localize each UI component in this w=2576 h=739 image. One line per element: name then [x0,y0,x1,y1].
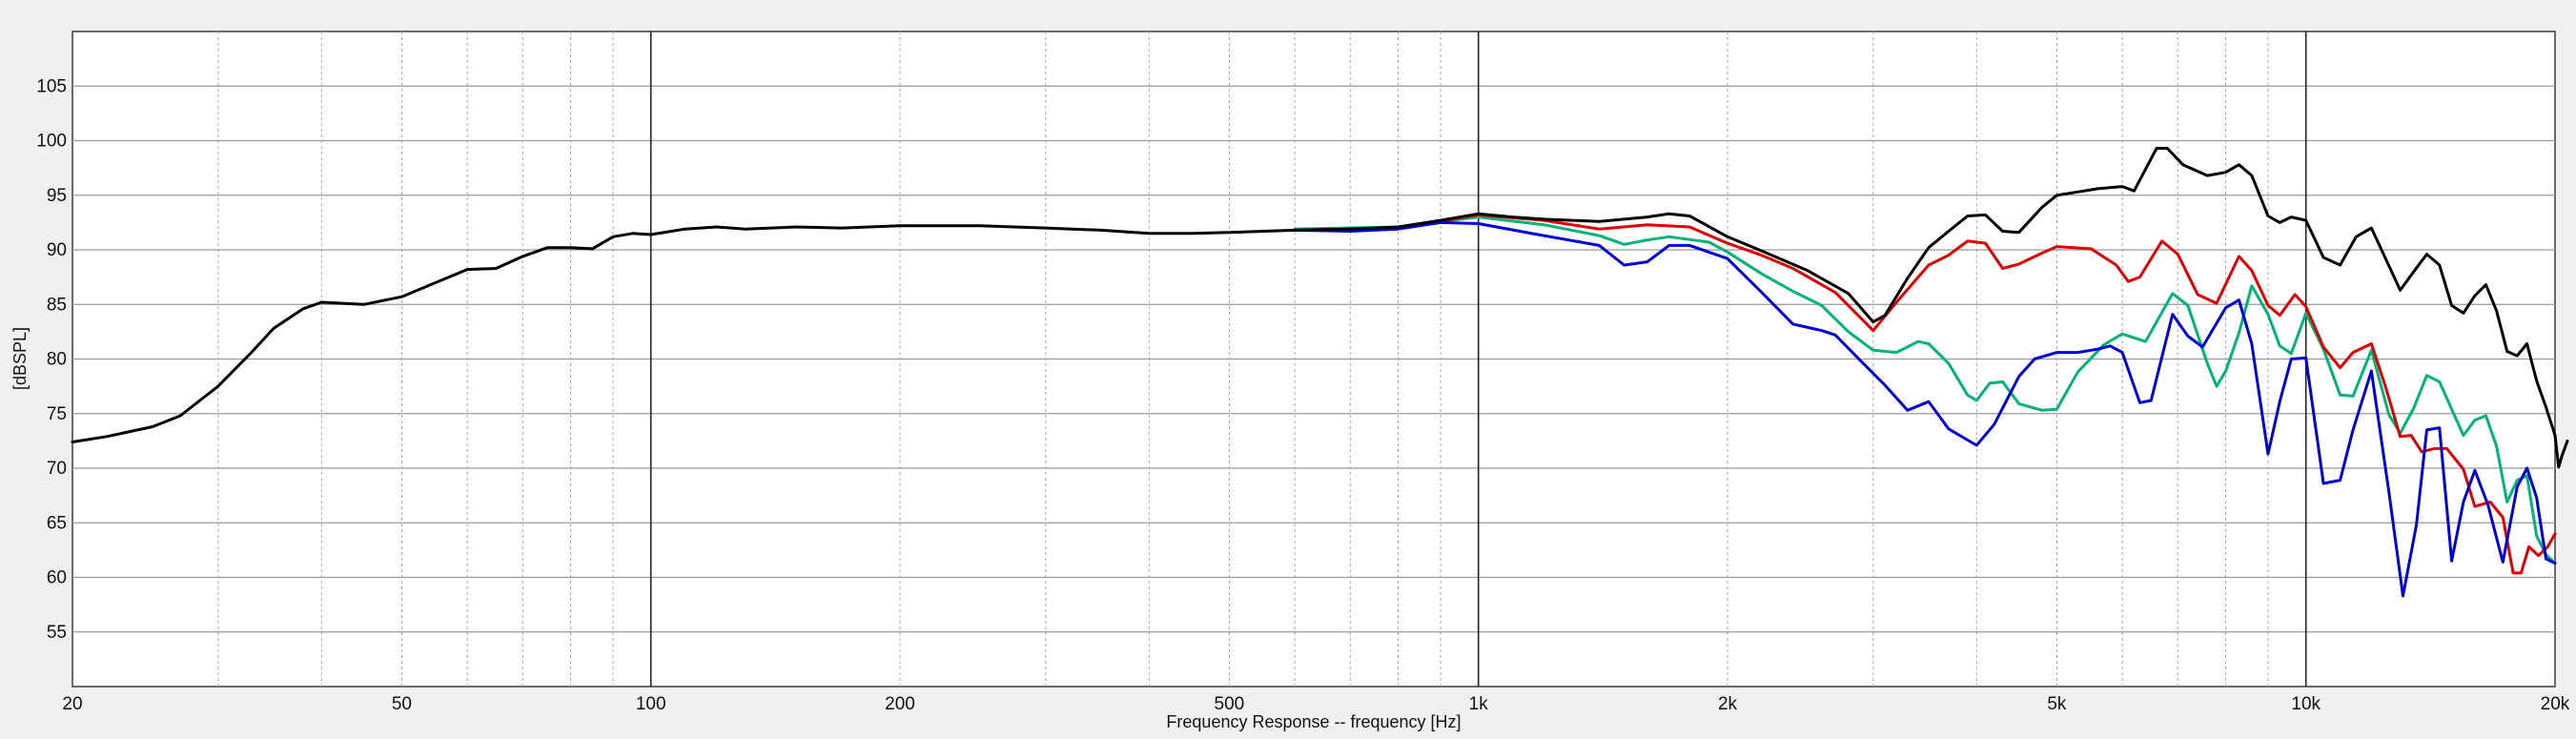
y-tick-label: 70 [47,459,67,479]
y-tick-label: 85 [47,295,67,315]
y-tick-label: 55 [47,623,67,643]
y-tick-label: 90 [47,240,67,260]
series-line-5 [2553,434,2569,469]
x-tick-label: 50 [392,694,412,714]
x-tick-label: 100 [636,694,666,714]
x-tick-label: 5k [2047,694,2067,714]
y-tick-label: 100 [36,132,67,152]
y-tick-labels: 55 60 65 70 75 80 85 90 95 100 105 [36,76,67,643]
x-tick-label: 2k [1718,694,1738,714]
x-tick-label: 20k [2541,694,2570,714]
x-tick-label: 200 [885,694,915,714]
series-line-3 [1293,220,2557,598]
y-tick-label: 95 [47,186,67,206]
series-layer [71,147,2569,598]
grid [72,31,2555,687]
series-line-2 [1293,213,2557,575]
x-tick-labels: 20 50 100 200 500 1k 2k 5k 10k 20k [62,694,2569,714]
series-line-4 [71,147,2557,443]
series-line-1 [1293,216,2557,565]
x-axis-label: Frequency Response -- frequency [Hz] [1166,712,1461,731]
y-axis-label: [dBSPL] [10,327,30,390]
x-tick-label: 10k [2291,694,2320,714]
x-tick-label: 20 [62,694,82,714]
y-tick-label: 65 [47,513,67,533]
x-tick-label: 500 [1215,694,1245,714]
y-tick-label: 105 [36,76,67,96]
y-tick-label: 60 [47,568,67,588]
y-tick-label: 80 [47,350,67,370]
x-tick-label: 1k [1469,694,1489,714]
y-tick-label: 75 [47,404,67,424]
